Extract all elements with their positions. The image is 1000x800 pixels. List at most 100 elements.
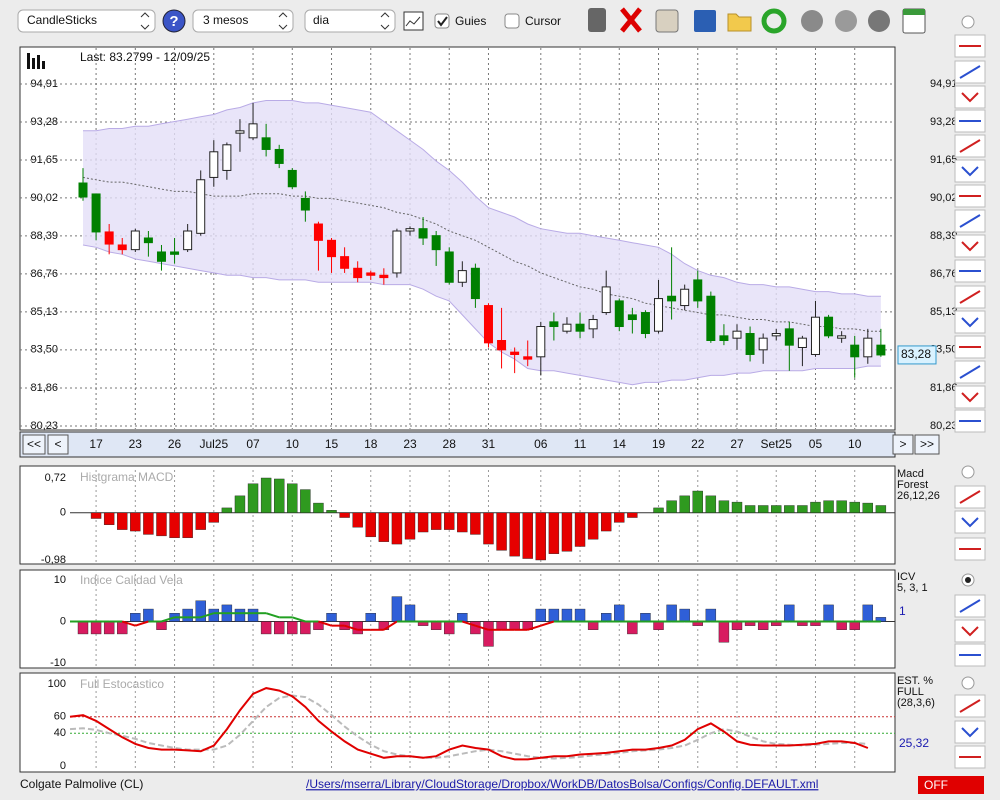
refresh-button[interactable] — [761, 8, 787, 34]
radio[interactable] — [961, 465, 975, 479]
y-tick-label-right: 86,76 — [930, 268, 958, 280]
bar — [195, 512, 206, 530]
tool-button[interactable] — [954, 619, 986, 643]
chart-type-select[interactable] — [17, 9, 156, 33]
y-tick-label: 81,86 — [30, 382, 58, 394]
tool-icon — [961, 626, 979, 637]
help-icon: ? — [169, 13, 178, 30]
trash-button[interactable] — [588, 8, 606, 32]
last-button[interactable] — [914, 434, 940, 455]
open-button[interactable] — [727, 13, 752, 32]
delete-button[interactable] — [620, 7, 642, 33]
print-button[interactable] — [655, 9, 679, 33]
off-indicator[interactable] — [918, 776, 984, 794]
tool-icon — [959, 214, 981, 228]
x-tick-label: 10 — [286, 437, 300, 451]
bar — [535, 512, 546, 561]
tool-button[interactable] — [954, 234, 986, 258]
tool-button[interactable] — [954, 720, 986, 744]
save-button[interactable] — [694, 10, 716, 32]
signal-segment — [527, 624, 542, 631]
cursor-checkbox[interactable] — [504, 13, 520, 29]
bar — [444, 621, 455, 635]
tool-button[interactable] — [954, 159, 986, 183]
interval-select[interactable] — [304, 9, 396, 33]
period-select[interactable] — [192, 9, 294, 33]
bar — [587, 621, 599, 631]
bar — [234, 495, 246, 513]
candle-body — [366, 272, 376, 276]
candle-body — [824, 316, 834, 337]
y-tick-label: 94,91 — [30, 78, 58, 90]
y-tick-label-right: 90,02 — [930, 192, 958, 204]
bar — [509, 512, 520, 557]
x-tick-label: 31 — [482, 437, 496, 451]
series-line — [69, 687, 869, 761]
bar — [103, 512, 115, 525]
first-button[interactable] — [22, 434, 46, 455]
signal-segment — [344, 624, 358, 631]
bar — [326, 613, 337, 622]
candle-body — [510, 351, 520, 355]
prev-button[interactable] — [47, 434, 69, 455]
next-button[interactable] — [892, 434, 914, 455]
interval: dia — [313, 13, 329, 27]
tool-button[interactable] — [954, 385, 986, 409]
candle-body — [379, 274, 389, 279]
radio[interactable] — [961, 676, 975, 690]
currency-button[interactable] — [835, 10, 857, 32]
bar — [457, 512, 468, 533]
bar — [90, 512, 102, 519]
tool-icon — [959, 290, 981, 304]
last-label: >> — [920, 437, 934, 451]
candle-body — [536, 326, 546, 358]
bar — [679, 495, 690, 513]
guides-checkbox[interactable] — [434, 13, 450, 29]
y-tick-label: 10 — [54, 574, 66, 586]
tool-button[interactable] — [954, 85, 986, 109]
bar — [561, 608, 573, 622]
bar — [561, 512, 573, 552]
reload-button[interactable] — [801, 10, 823, 32]
bar — [169, 512, 180, 539]
bar — [862, 502, 873, 513]
x-tick-label: 17 — [89, 437, 103, 451]
radio[interactable] — [961, 15, 975, 29]
bar — [757, 505, 769, 513]
tool-button[interactable] — [954, 510, 986, 534]
help-button[interactable] — [162, 9, 186, 33]
x-tick-label: 23 — [129, 437, 143, 451]
bar — [287, 621, 298, 635]
tool-icon — [959, 365, 981, 379]
bar — [300, 489, 311, 513]
y-tick-label: 93,28 — [30, 116, 58, 128]
y-tick-label-right: 88,39 — [930, 230, 958, 242]
candle-body — [130, 230, 140, 251]
bar — [666, 500, 677, 513]
bar — [404, 604, 416, 622]
bar — [836, 621, 847, 631]
calendar-top — [903, 9, 925, 15]
bar — [849, 621, 860, 631]
tool-button[interactable] — [954, 310, 986, 334]
bar — [731, 621, 743, 631]
y-tick-label: -0,98 — [41, 554, 66, 566]
chart-icon[interactable] — [403, 11, 424, 31]
settings-button[interactable] — [868, 10, 890, 32]
y-tick-label: 0 — [60, 615, 66, 627]
bar — [823, 604, 834, 622]
y-tick-label: 0,72 — [45, 472, 66, 484]
bar — [391, 596, 403, 622]
period: 3 mesos — [203, 13, 248, 27]
x-tick-label: 05 — [809, 437, 823, 451]
candle-body — [719, 335, 729, 342]
config-path[interactable]: /Users/mserra/Library/CloudStorage/Dropb… — [306, 777, 818, 791]
company-name: Colgate Palmolive (CL) — [20, 777, 143, 791]
panel-legend: FULL — [897, 686, 924, 698]
bar — [574, 512, 586, 547]
y-tick-label: 0 — [60, 507, 66, 519]
tool-icon — [959, 599, 981, 613]
bar — [535, 608, 546, 622]
candle-body — [588, 319, 598, 330]
bar — [103, 621, 115, 635]
